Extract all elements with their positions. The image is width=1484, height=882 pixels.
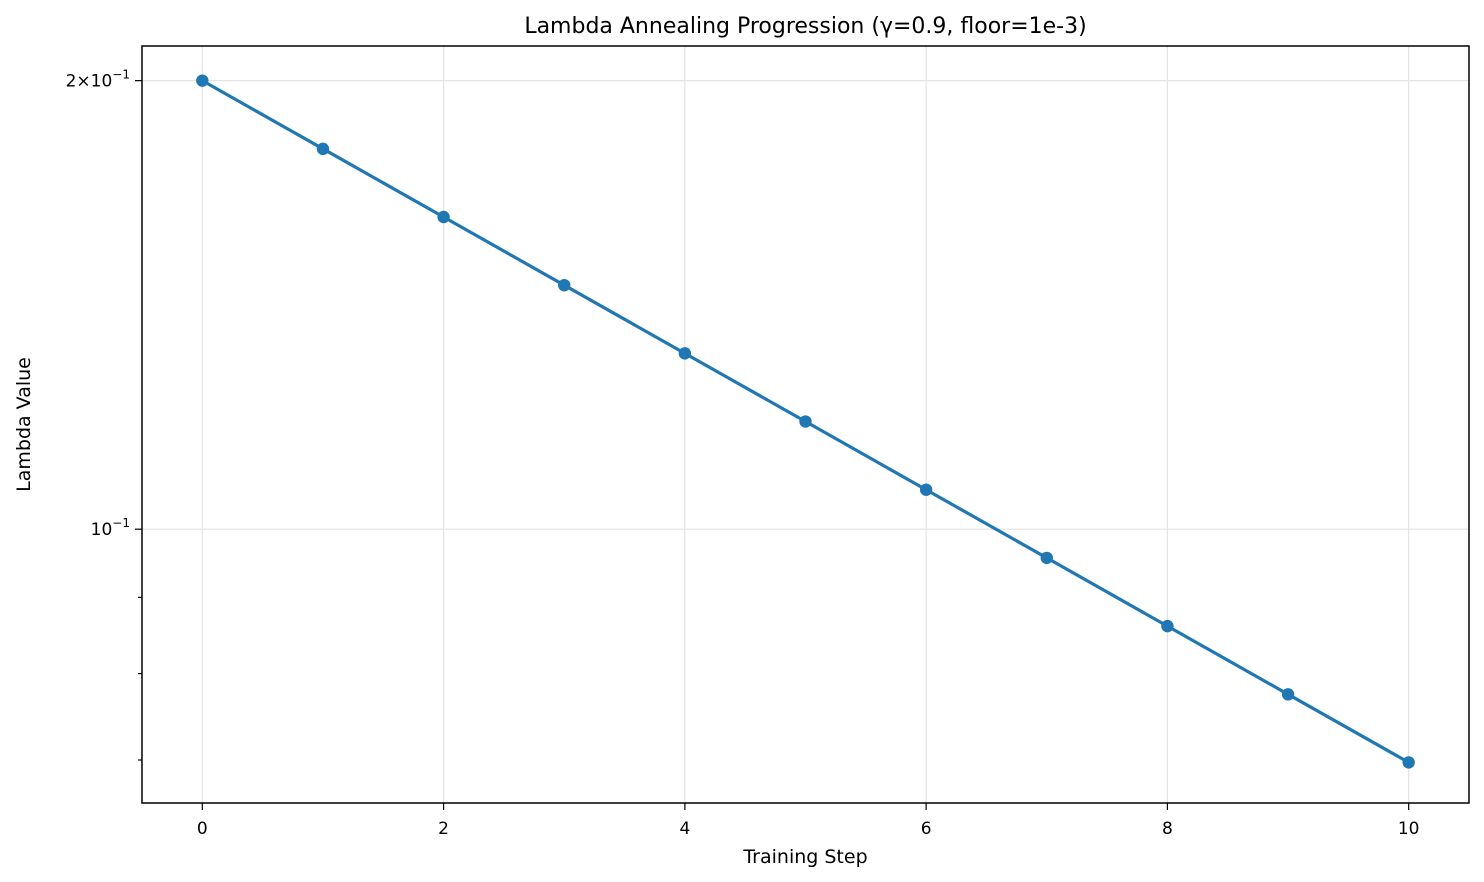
x-tick-label: 2	[438, 819, 449, 839]
data-point	[1281, 688, 1295, 701]
plot-frame	[141, 45, 1470, 804]
y-tick-label: 10−1	[91, 516, 130, 540]
x-tick-label: 8	[1162, 819, 1173, 839]
x-axis-label: Training Step	[742, 846, 867, 868]
grid-lines	[142, 46, 1469, 803]
y-axis-label: Lambda Value	[13, 357, 35, 492]
data-point	[799, 415, 812, 428]
x-tick-label: 0	[197, 819, 208, 839]
x-tick-label: 4	[679, 819, 690, 839]
x-tick-label: 10	[1398, 819, 1420, 839]
axis-ticks: 0 2 4 6 8 10 2×10−1 10−1	[66, 68, 1420, 839]
data-point	[1161, 619, 1174, 633]
data-point	[678, 347, 692, 360]
data-point	[919, 483, 933, 496]
y-tick-label: 2×10−1	[66, 68, 130, 92]
data-point	[1040, 551, 1053, 565]
data-point	[196, 74, 209, 87]
data-point	[1402, 756, 1415, 769]
data-point	[316, 142, 330, 156]
data-point	[558, 278, 571, 292]
chart-title: Lambda Annealing Progression (γ=0.9, flo…	[524, 14, 1086, 39]
data-point	[437, 210, 450, 224]
series-layer	[196, 74, 1415, 769]
x-tick-label: 6	[921, 819, 932, 839]
